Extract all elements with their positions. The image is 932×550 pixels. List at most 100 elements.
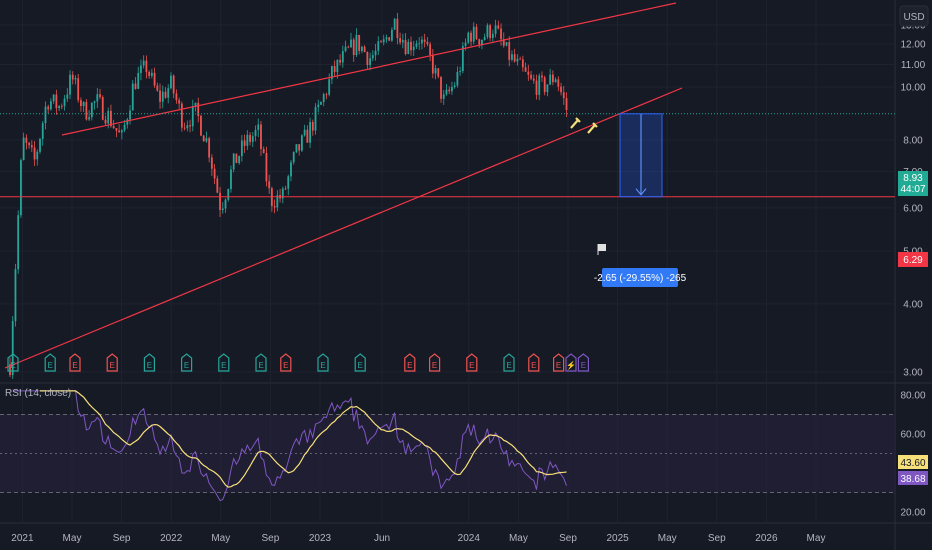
measure-label-box[interactable] xyxy=(602,268,678,287)
candle-body xyxy=(170,75,172,89)
candle-body xyxy=(311,121,314,131)
earnings-marker-icon[interactable] xyxy=(565,353,577,372)
earnings-marker-glyph: E xyxy=(531,361,536,370)
candle-body xyxy=(167,88,170,98)
earnings-marker-icon[interactable] xyxy=(577,353,589,372)
earnings-marker-glyph: E xyxy=(432,361,437,370)
earnings-marker-icon[interactable] xyxy=(317,353,329,372)
candle-body xyxy=(399,38,402,43)
earnings-marker-icon[interactable] xyxy=(354,353,366,372)
earnings-marker-icon[interactable] xyxy=(44,353,56,372)
candle-body xyxy=(456,71,459,86)
currency-button[interactable] xyxy=(899,5,929,27)
earnings-marker-icon[interactable] xyxy=(218,353,230,372)
candle-body xyxy=(104,119,107,124)
rsi-ma-value: 38.68 xyxy=(900,474,925,485)
candle-body xyxy=(412,46,415,51)
earnings-marker-icon[interactable] xyxy=(106,353,118,372)
earnings-marker-icon[interactable] xyxy=(553,353,565,372)
price-tick-label: 10.00 xyxy=(900,82,925,93)
candle-body xyxy=(347,46,350,48)
candle-body xyxy=(284,188,287,190)
earnings-marker-glyph: E xyxy=(221,361,226,370)
candle-body xyxy=(333,66,336,73)
rsi-tick-label: 60.00 xyxy=(900,429,925,440)
candle-body xyxy=(131,83,134,111)
candle-body xyxy=(44,106,47,124)
candle-body xyxy=(429,44,432,55)
candle-body xyxy=(172,75,175,94)
earnings-marker-icon[interactable] xyxy=(280,353,292,372)
candle-body xyxy=(230,169,232,190)
candle-body xyxy=(448,89,451,92)
candle-body xyxy=(219,192,221,211)
earnings-marker-icon[interactable] xyxy=(7,353,19,372)
earnings-marker-icon[interactable] xyxy=(69,353,81,372)
measure-label: -2.65 (-29.55%) -265 xyxy=(594,273,687,284)
candle-body xyxy=(396,18,399,39)
candle-body xyxy=(251,136,254,142)
candle-body xyxy=(431,54,434,74)
earnings-marker-glyph: E xyxy=(10,361,15,370)
earnings-marker-icon[interactable] xyxy=(528,353,540,372)
candle-body xyxy=(380,41,382,43)
candle-body xyxy=(123,124,126,131)
earnings-marker-icon[interactable] xyxy=(255,353,267,372)
upper-channel-line[interactable] xyxy=(61,2,677,136)
price-tick-label: 8.00 xyxy=(903,135,923,146)
time-tick-label: 2021 xyxy=(11,533,34,544)
candle-body xyxy=(80,100,82,106)
candle-body xyxy=(562,92,565,99)
candle-body xyxy=(58,106,61,109)
candle-body xyxy=(511,54,513,60)
earnings-marker-icon[interactable] xyxy=(181,353,193,372)
candle-body xyxy=(39,138,41,152)
candle-body xyxy=(246,134,249,146)
rsi-value: 43.60 xyxy=(900,458,925,469)
candle-body xyxy=(295,144,298,153)
candle-body xyxy=(41,123,44,139)
price-tick-label: 6.00 xyxy=(903,203,923,214)
earnings-marker-glyph: E xyxy=(258,361,263,370)
earnings-marker-icon[interactable] xyxy=(503,353,515,372)
earnings-marker-icon[interactable] xyxy=(466,353,478,372)
candle-body xyxy=(238,156,241,164)
earnings-marker-glyph: E xyxy=(184,361,189,370)
candle-body xyxy=(415,43,418,47)
last-price-value: 8.93 xyxy=(903,173,923,184)
candle-body xyxy=(363,46,366,53)
last-price-badge xyxy=(898,171,928,196)
candle-body xyxy=(268,181,271,189)
candle-body xyxy=(101,97,104,120)
pattern-hammer-icon[interactable] xyxy=(587,122,598,134)
pattern-hammer-icon[interactable] xyxy=(570,117,581,129)
candle-body xyxy=(453,85,456,87)
earnings-marker-icon[interactable] xyxy=(404,353,416,372)
earnings-marker-icon[interactable] xyxy=(143,353,155,372)
candle-body xyxy=(538,75,541,95)
time-tick-label: Sep xyxy=(262,533,280,544)
candle-body xyxy=(194,102,197,107)
candle-body xyxy=(90,102,93,118)
candle-body xyxy=(150,72,153,76)
candle-body xyxy=(505,42,508,46)
candle-body xyxy=(401,40,404,43)
candle-body xyxy=(186,125,189,129)
candle-body xyxy=(221,208,224,211)
trend-drawings[interactable] xyxy=(0,2,895,369)
candle-body xyxy=(434,68,437,74)
lower-channel-line[interactable] xyxy=(4,87,683,369)
candle-body xyxy=(352,39,355,56)
candle-body xyxy=(93,101,96,103)
earnings-marker-icon[interactable] xyxy=(429,353,441,372)
earnings-marker-glyph: E xyxy=(469,361,474,370)
candle-body xyxy=(355,34,358,56)
candle-body xyxy=(494,25,497,34)
candle-body xyxy=(393,18,396,30)
earnings-markers[interactable]: E E E E E E E E E E E E E E E E E ⚡ E xyxy=(7,353,589,372)
candle-body xyxy=(112,126,115,129)
checkered-flag-icon[interactable] xyxy=(598,244,606,251)
candle-body xyxy=(519,58,522,60)
candle-body xyxy=(74,78,77,80)
